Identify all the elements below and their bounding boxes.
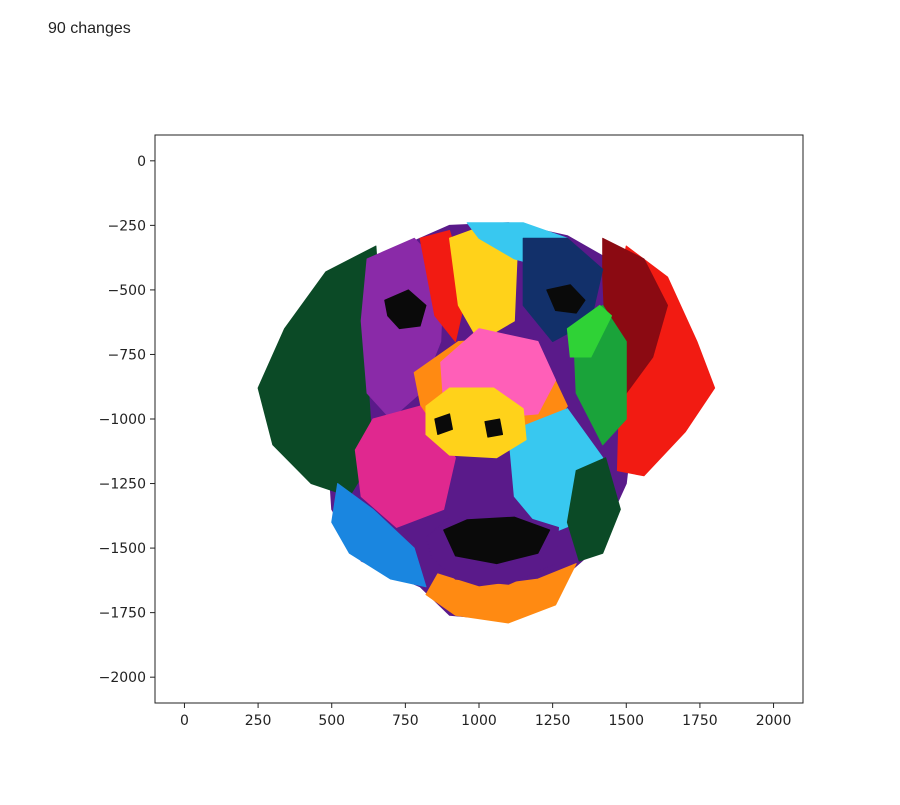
- x-tick-label: 2000: [756, 713, 792, 729]
- region-lower-left-blue: [331, 483, 427, 588]
- region-nose-yellow: [425, 387, 527, 459]
- y-tick-label: −1250: [99, 477, 146, 493]
- y-tick-label: −1750: [99, 606, 146, 622]
- region-right-eye-green: [566, 304, 613, 358]
- region-left-eye: [384, 289, 427, 330]
- region-right-eye: [546, 284, 586, 314]
- y-tick-label: −1500: [99, 541, 146, 557]
- region-left-nostril: [434, 413, 453, 435]
- x-tick-label: 0: [180, 713, 189, 729]
- y-tick-label: −250: [108, 218, 146, 234]
- region-chin-orange: [425, 563, 577, 624]
- y-tick-label: 0: [137, 154, 146, 170]
- y-tick-label: −2000: [99, 670, 146, 686]
- changes-count-text: 90 changes: [48, 20, 131, 37]
- y-axis: 0 −250 −500 −750 −1000 −1250 −1500 −1750 −2000: [99, 154, 155, 686]
- y-tick-label: −1000: [99, 412, 146, 428]
- x-tick-label: 500: [318, 713, 345, 729]
- x-axis: 0 250 500 750 1000 1250 1500 1750 2000: [180, 703, 791, 729]
- x-tick-label: 1500: [608, 713, 644, 729]
- x-tick-label: 1750: [682, 713, 718, 729]
- region-mouth-black: [443, 516, 551, 565]
- x-tick-label: 1250: [535, 713, 571, 729]
- x-tick-label: 750: [392, 713, 419, 729]
- x-tick-label: 250: [245, 713, 272, 729]
- dog-image-regions: [257, 222, 716, 624]
- region-right-nostril: [484, 418, 504, 438]
- x-tick-label: 1000: [461, 713, 497, 729]
- y-tick-label: −750: [108, 347, 146, 363]
- y-tick-label: −500: [108, 283, 146, 299]
- region-lower-right-green: [566, 457, 621, 562]
